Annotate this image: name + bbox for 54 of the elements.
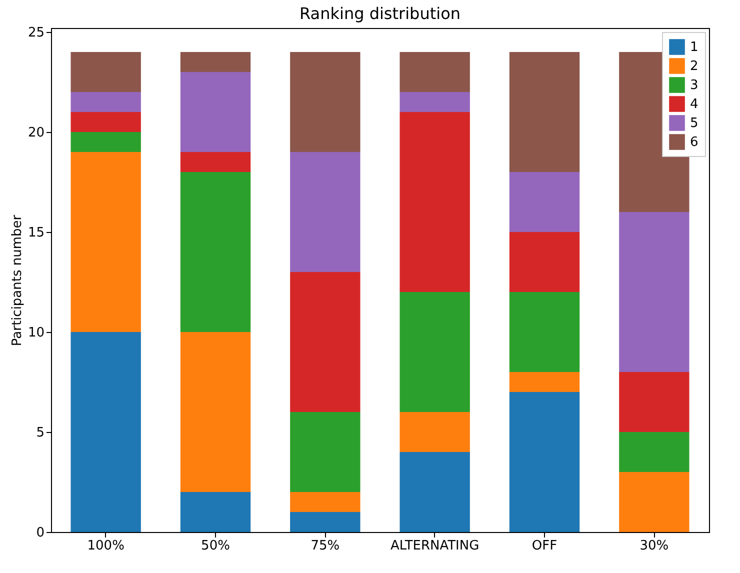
bar [619,472,690,532]
bar [400,292,470,412]
bar [290,492,360,512]
bar [290,152,360,272]
x-tick-label: 100% [87,538,124,554]
bar [70,332,141,532]
bar [619,432,690,472]
bar [70,152,141,332]
bar [619,372,690,432]
bar [290,412,360,492]
bar [70,132,141,152]
bar [400,52,470,92]
bar [400,452,470,532]
x-tick-label: OFF [532,538,558,554]
bar [509,172,580,232]
bar [290,272,360,412]
y-tick-label: 25 [28,26,44,40]
y-tick-label: 10 [28,326,44,340]
bar [400,92,470,112]
legend-label: 4 [690,97,698,112]
bar [509,292,580,372]
bar [180,52,251,72]
bar [509,392,580,532]
y-tick-label: 5 [36,426,44,440]
bar [180,72,251,152]
legend-label: 6 [690,135,698,150]
bar [509,52,580,172]
x-tick-label: 30% [640,538,669,554]
bar [290,52,360,152]
bar [180,172,251,332]
bar [70,112,141,132]
bar [400,412,470,452]
bar [619,212,690,372]
bar [400,112,470,292]
bar [290,512,360,532]
legend-label: 1 [690,40,698,55]
legend-label: 3 [690,78,698,93]
x-tick-label: ALTERNATING [390,538,480,554]
x-tick-label: 50% [201,538,230,554]
bar [70,52,141,92]
y-tick-label: 15 [28,226,44,240]
bar [180,152,251,172]
y-axis-title: Participants number [10,214,25,346]
chart-title: Ranking distribution [300,4,460,23]
x-tick-label: 75% [310,538,340,554]
legend-label: 5 [690,116,698,131]
bar [180,492,251,532]
bar [509,232,580,292]
bar [70,92,141,112]
y-tick-label: 0 [36,526,44,540]
legend-label: 2 [690,59,698,74]
bar [509,372,580,392]
bar [180,332,251,492]
y-tick-label: 20 [28,126,44,140]
